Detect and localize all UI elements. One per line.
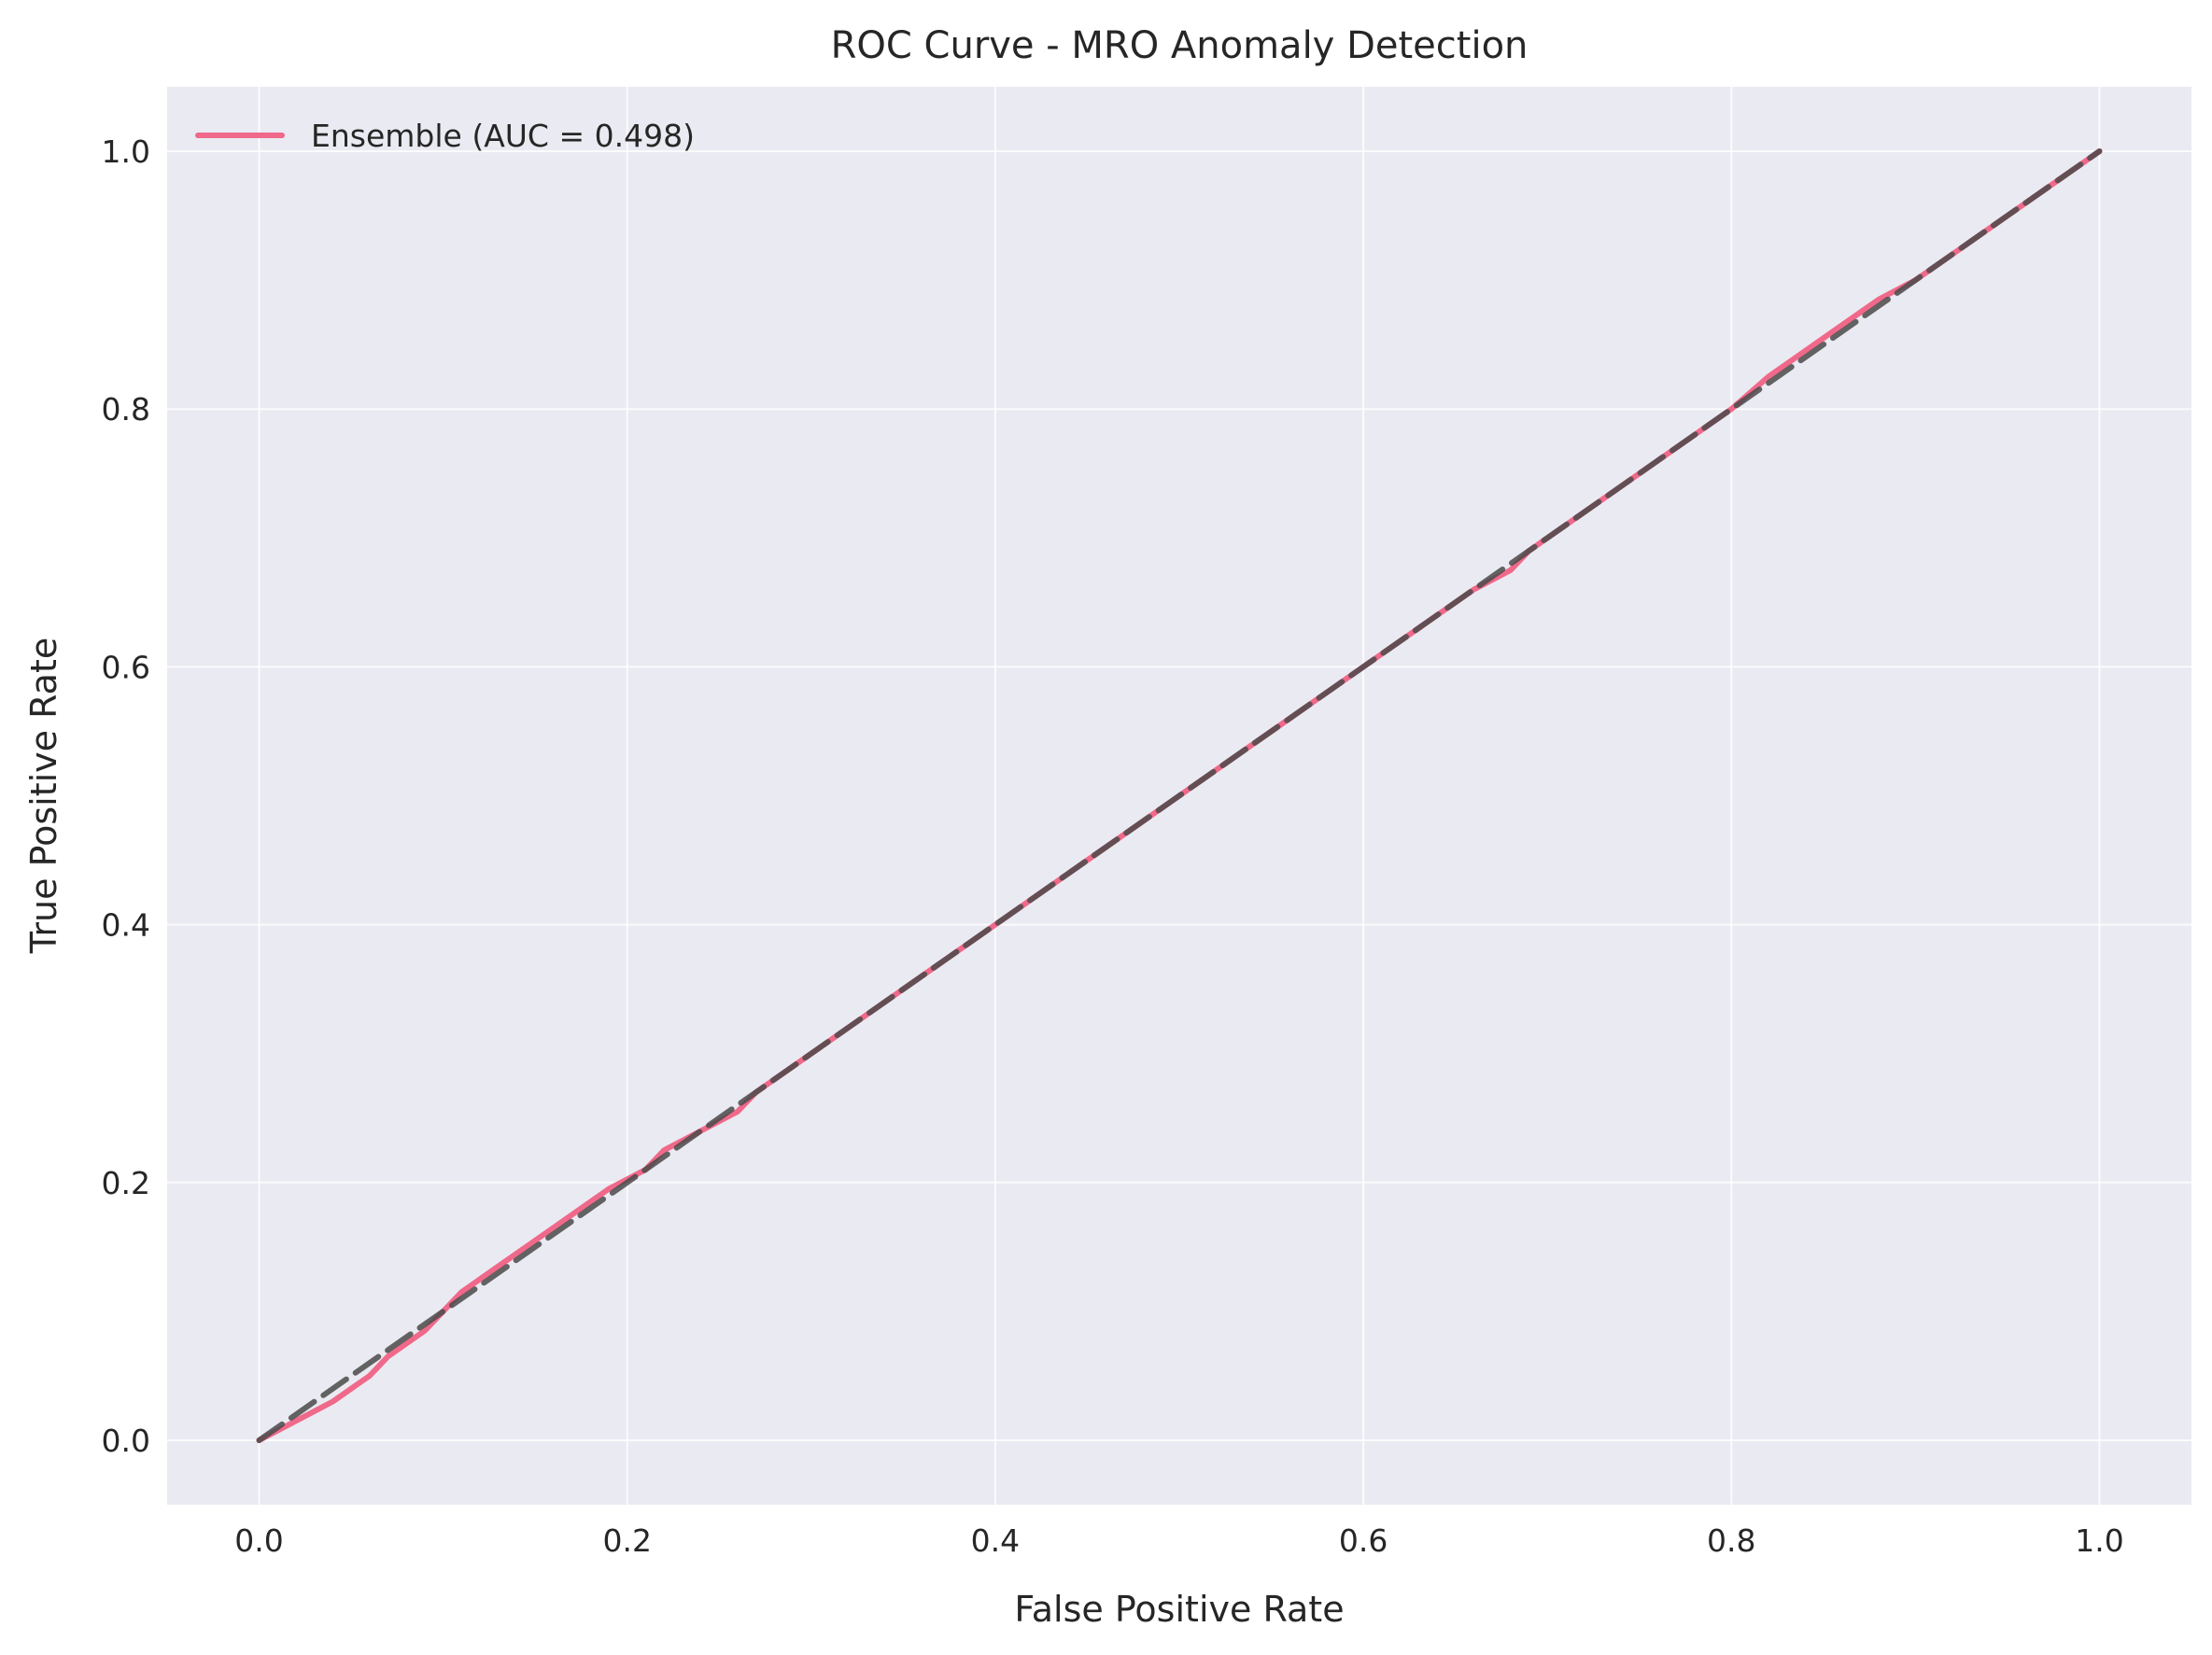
x-tick-label: 0.0 [234, 1522, 283, 1559]
y-tick-label: 0.6 [102, 649, 150, 685]
y-tick-label: 0.2 [102, 1165, 150, 1201]
tick-labels: 0.0 0.2 0.4 0.6 0.8 1.0 0.0 0.2 0.4 0.6 0.8 1.0 [102, 133, 2124, 1559]
random-classifier-line [256, 148, 2103, 1443]
legend: Ensemble (AUC = 0.498) [195, 118, 695, 154]
grid-lines [167, 87, 2191, 1505]
y-tick-label: 0.8 [102, 391, 150, 428]
x-tick-label: 0.2 [602, 1522, 651, 1559]
y-tick-label: 0.4 [102, 907, 150, 944]
x-tick-label: 0.4 [971, 1522, 1020, 1559]
y-axis-label: True Positive Rate [23, 638, 64, 955]
legend-label-ensemble: Ensemble (AUC = 0.498) [311, 118, 695, 154]
y-tick-label: 0.0 [102, 1423, 150, 1459]
chart-title: ROC Curve - MRO Anomaly Detection [831, 24, 1529, 67]
x-tick-label: 1.0 [2075, 1522, 2123, 1559]
series-layer [256, 148, 2103, 1443]
y-tick-label: 1.0 [102, 133, 150, 170]
x-tick-label: 0.8 [1707, 1522, 1755, 1559]
x-axis-label: False Positive Rate [1014, 1589, 1344, 1630]
x-tick-label: 0.6 [1339, 1522, 1388, 1559]
